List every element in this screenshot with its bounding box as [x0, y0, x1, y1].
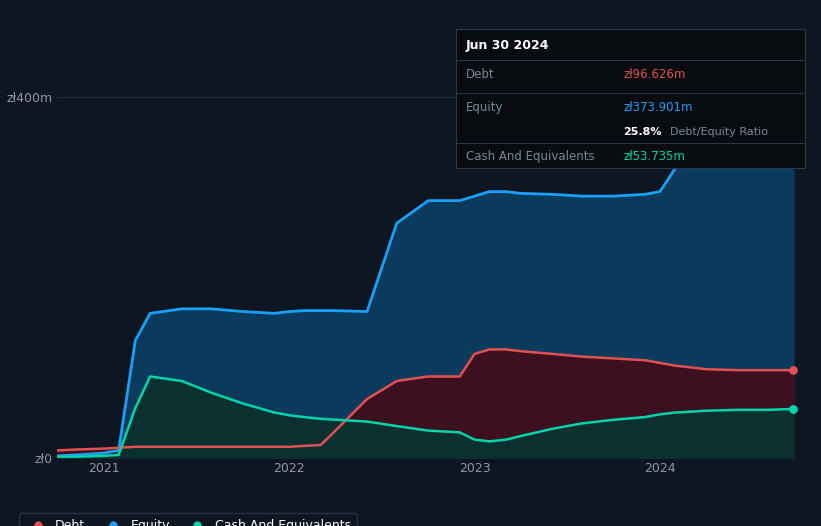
Text: zł53.735m: zł53.735m [623, 150, 685, 163]
Point [787, 366, 800, 375]
Text: Equity: Equity [466, 102, 503, 115]
Text: Debt/Equity Ratio: Debt/Equity Ratio [670, 126, 768, 137]
Legend: Debt, Equity, Cash And Equivalents: Debt, Equity, Cash And Equivalents [19, 513, 357, 526]
Text: 25.8%: 25.8% [623, 126, 662, 137]
Text: Jun 30 2024: Jun 30 2024 [466, 39, 549, 52]
Text: zł96.626m: zł96.626m [623, 68, 686, 81]
Text: zł373.901m: zł373.901m [623, 102, 693, 115]
Point [787, 117, 800, 126]
Point [787, 404, 800, 413]
Text: Debt: Debt [466, 68, 495, 81]
Text: Cash And Equivalents: Cash And Equivalents [466, 150, 594, 163]
